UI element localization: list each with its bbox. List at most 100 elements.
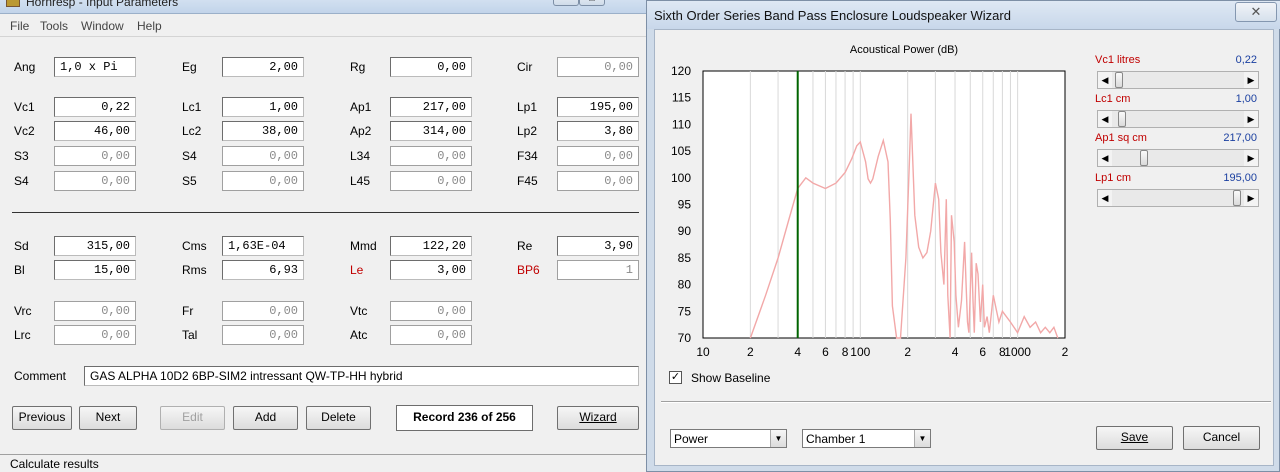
edit-button-label: Edit (182, 410, 203, 424)
chevron-down-icon: ▼ (914, 430, 930, 447)
rg-label: Rg (350, 60, 366, 74)
arrow-right-icon[interactable]: ▶ (1244, 150, 1258, 166)
slider-track[interactable]: ◀ ▶ (1097, 149, 1259, 167)
slider-thumb[interactable] (1232, 190, 1241, 206)
maximize-icon[interactable]: □ (579, 0, 605, 6)
wizard-button-label: Wizard (579, 410, 617, 424)
wizard-button[interactable]: Wizard (557, 406, 639, 430)
bl-field[interactable]: 15,00 (54, 260, 136, 280)
lp2-field[interactable]: 3,80 (557, 121, 639, 141)
lc1-field[interactable]: 1,00 (222, 97, 304, 117)
slider-track[interactable]: ◀ ▶ (1097, 189, 1259, 207)
chamber-select[interactable]: Chamber 1 ▼ (802, 429, 931, 448)
atc-field: 0,00 (390, 325, 472, 345)
lc2-label: Lc2 (182, 124, 202, 138)
s4-label: S4 (182, 149, 197, 163)
slider-track[interactable]: ◀ ▶ (1097, 110, 1259, 128)
slider-thumb[interactable] (1115, 72, 1124, 88)
eg-field[interactable]: 2,00 (222, 57, 304, 77)
menu-help[interactable]: Help (137, 19, 162, 33)
cancel-button[interactable]: Cancel (1183, 426, 1260, 450)
wizard-window: Sixth Order Series Band Pass Enclosure L… (646, 0, 1280, 472)
ap1-field[interactable]: 217,00 (390, 97, 472, 117)
lc2-field[interactable]: 38,00 (222, 121, 304, 141)
arrow-left-icon[interactable]: ◀ (1098, 111, 1112, 127)
y-tick-label: 105 (671, 144, 691, 158)
x-tick-label: 4 (794, 345, 801, 359)
s3-label: S3 (14, 149, 29, 163)
wizard-title: Sixth Order Series Band Pass Enclosure L… (654, 8, 1011, 23)
l45-field: 0,00 (390, 171, 472, 191)
close-icon[interactable]: ✕ (1235, 2, 1277, 22)
ang-field[interactable]: 1,0 x Pi (54, 57, 136, 77)
arrow-right-icon[interactable]: ▶ (1244, 111, 1258, 127)
wizard-title-bar: Sixth Order Series Band Pass Enclosure L… (647, 1, 1280, 29)
comment-field[interactable]: GAS ALPHA 10D2 6BP-SIM2 intressant QW-TP… (84, 366, 639, 386)
y-tick-label: 75 (678, 304, 692, 318)
rg-field[interactable]: 0,00 (390, 57, 472, 77)
x-tick-label: 8 (999, 345, 1006, 359)
next-button[interactable]: Next (79, 406, 137, 430)
vc2-field[interactable]: 46,00 (54, 121, 136, 141)
show-baseline-checkbox[interactable]: ✓ (669, 371, 682, 384)
menu-file[interactable]: File (10, 19, 30, 33)
vrc-label: Vrc (14, 304, 32, 318)
re-field[interactable]: 3,90 (557, 236, 639, 256)
arrow-left-icon[interactable]: ◀ (1098, 190, 1112, 206)
l45-label: L45 (350, 174, 371, 188)
ap2-label: Ap2 (350, 124, 372, 138)
window-title: Hornresp - Input Parameters (26, 0, 179, 9)
arrow-left-icon[interactable]: ◀ (1098, 150, 1112, 166)
add-button[interactable]: Add (233, 406, 298, 430)
s4b-label: S4 (14, 174, 29, 188)
arrow-right-icon[interactable]: ▶ (1244, 190, 1258, 206)
f34-label: F34 (517, 149, 538, 163)
fr-field: 0,00 (222, 301, 304, 321)
vc1-label: Vc1 (14, 100, 35, 114)
le-label: Le (350, 263, 364, 277)
slider-thumb[interactable] (1117, 111, 1126, 127)
power-select[interactable]: Power ▼ (670, 429, 787, 448)
minimize-icon[interactable]: – (553, 0, 579, 6)
x-tick-label: 8 (842, 345, 849, 359)
chamber-select-value: Chamber 1 (806, 432, 866, 446)
lp2-label: Lp2 (517, 124, 538, 138)
sd-field[interactable]: 315,00 (54, 236, 136, 256)
menu-window[interactable]: Window (81, 19, 124, 33)
slider-track[interactable]: ◀ ▶ (1097, 71, 1259, 89)
x-tick-label: 10 (696, 345, 710, 359)
cir-field: 0,00 (557, 57, 639, 77)
x-tick-label: 100 (850, 345, 870, 359)
ap2-field[interactable]: 314,00 (390, 121, 472, 141)
slider-thumb[interactable] (1139, 150, 1148, 166)
slider-value: 195,00 (1223, 172, 1257, 184)
vc1-field[interactable]: 0,22 (54, 97, 136, 117)
x-tick-label: 2 (904, 345, 911, 359)
s4b-field: 0,00 (54, 171, 136, 191)
save-button[interactable]: Save (1096, 426, 1173, 450)
previous-button[interactable]: Previous (12, 406, 72, 430)
mmd-field[interactable]: 122,20 (390, 236, 472, 256)
vrc-field: 0,00 (54, 301, 136, 321)
delete-button[interactable]: Delete (306, 406, 371, 430)
y-tick-label: 120 (671, 64, 691, 78)
delete-button-label: Delete (321, 410, 356, 424)
slider-value: 0,22 (1235, 54, 1257, 66)
vc2-label: Vc2 (14, 124, 35, 138)
menu-tools[interactable]: Tools (40, 19, 69, 33)
previous-button-label: Previous (18, 410, 66, 424)
wizard-body: 10 2 4 6 8 100 2 4 6 8 1000 2 120 115 110 105 100 95 90 85 8… (654, 29, 1274, 466)
y-tick-label: 115 (672, 91, 691, 105)
le-field[interactable]: 3,00 (390, 260, 472, 280)
lp1-field[interactable]: 195,00 (557, 97, 639, 117)
bp6-label: BP6 (517, 263, 540, 277)
tal-field: 0,00 (222, 325, 304, 345)
eg-label: Eg (182, 60, 197, 74)
arrow-right-icon[interactable]: ▶ (1244, 72, 1258, 88)
chart-title: Acoustical Power (dB) (850, 44, 958, 56)
rms-field[interactable]: 6,93 (222, 260, 304, 280)
cms-field[interactable]: 1,63E-04 (222, 236, 304, 256)
arrow-left-icon[interactable]: ◀ (1098, 72, 1112, 88)
lrc-label: Lrc (14, 328, 31, 342)
x-tick-label: 2 (1062, 345, 1069, 359)
